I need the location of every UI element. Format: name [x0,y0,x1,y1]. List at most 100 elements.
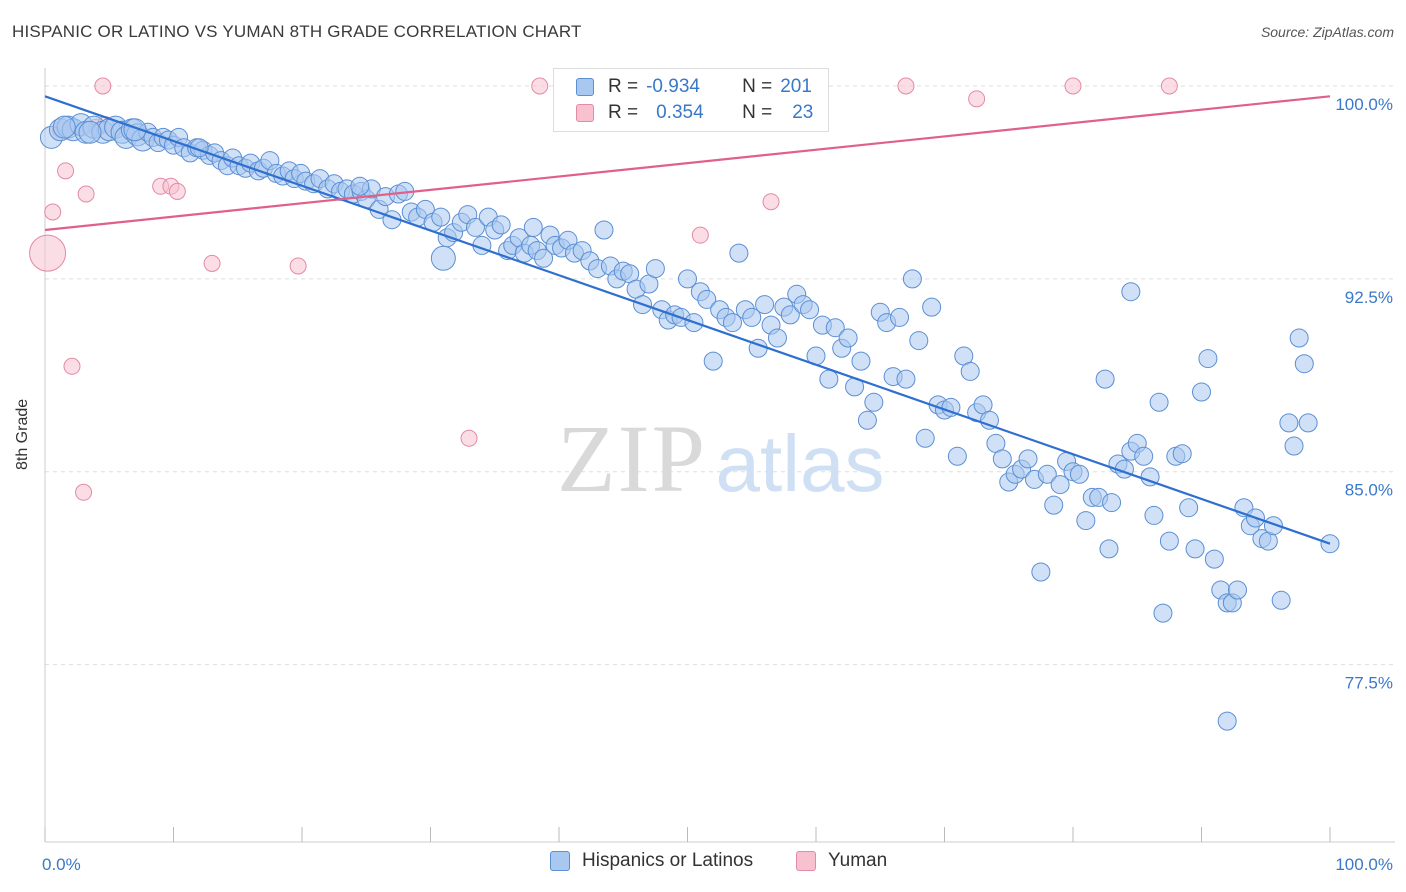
legend-label: Yuman [828,850,888,871]
hispanic-point [729,243,749,263]
hispanic-point [1192,382,1211,402]
hispanic-point [857,410,877,430]
hispanic-point [896,369,916,389]
hispanic-point [1018,449,1038,469]
chart-title: HISPANIC OR LATINO VS YUMAN 8TH GRADE CO… [12,22,582,41]
hispanic-point [755,295,775,315]
yuman-point [168,182,186,200]
hispanic-point [1289,328,1309,348]
hispanic-point [1279,413,1299,433]
legend-item-yuman[interactable]: Yuman [796,850,887,872]
legend-swatch-blue [550,851,570,871]
series-legend: Hispanics or Latinos Yuman [0,850,1406,880]
hispanic-points [39,113,1340,731]
legend-row-hispanic: R = -0.934 N = 201 [576,75,812,99]
hispanic-point [350,176,370,196]
hispanic-point [1159,531,1179,551]
hispanic-point [491,215,511,235]
hispanic-point [1294,354,1314,374]
n-label: N = [742,76,773,97]
hispanic-point [1076,511,1096,531]
r-label: R = [608,76,639,97]
hispanic-trend-line [44,95,1331,545]
hispanic-point [851,351,871,371]
legend-swatch-pink [576,104,594,122]
hispanic-point [1172,444,1192,464]
hispanic-point [915,428,935,448]
source-label: Source: ZipAtlas.com [1260,24,1394,40]
watermark-zip: ZIP [557,405,707,512]
yuman-point [29,234,67,272]
x-tick-label: 100.0% [1335,855,1393,874]
yuman-point [897,77,915,95]
hispanic-point [838,328,858,348]
hispanic-point [534,248,554,268]
hispanic-point [678,269,697,289]
yuman-point [1160,77,1178,95]
hispanic-point [1121,282,1141,302]
hispanic-point [430,245,456,271]
hispanic-point [1149,392,1169,412]
y-axis-label: 8th Grade [14,398,31,470]
hispanic-point [1044,495,1064,515]
n-value: 201 [780,76,812,97]
hispanic-point [1037,464,1057,484]
hispanic-point [1069,464,1089,484]
legend-item-hispanic[interactable]: Hispanics or Latinos [550,850,753,872]
yuman-point [203,254,221,272]
hispanic-point [947,446,967,466]
hispanic-point [1031,562,1051,582]
hispanic-point [979,410,999,430]
legend-swatch-pink [796,851,816,871]
hispanic-point [909,331,929,351]
yuman-point [94,77,112,95]
y-tick-label: 92.5% [1345,288,1393,307]
y-tick-label: 77.5% [1345,674,1393,693]
hispanic-point [1099,539,1119,559]
legend-row-yuman: R = 0.354 N = 23 [576,101,813,125]
yuman-trend-line [44,95,1331,232]
hispanic-point [1217,711,1237,731]
hispanic-point [1095,369,1115,389]
legend-swatch-blue [576,78,594,96]
hispanic-point [767,328,787,348]
trend-lines [44,95,1331,545]
x-tick-label: 0.0% [42,855,81,874]
hispanic-point [1298,413,1318,433]
r-value: -0.934 [646,76,700,97]
hispanic-point [825,318,845,338]
hispanic-point [902,269,922,289]
hispanic-point [1284,436,1304,456]
axes [44,68,1395,843]
yuman-point [762,193,780,211]
hispanic-point [1134,446,1154,466]
hispanic-point [1227,580,1247,600]
hispanic-point [742,307,762,327]
hispanic-point [864,392,884,412]
hispanic-point [800,300,820,320]
hispanic-point [523,217,543,237]
yuman-point [57,162,75,180]
yuman-point [44,203,62,221]
hispanic-point [1144,505,1164,525]
hispanic-point [1153,603,1173,623]
n-label: N = [742,102,773,123]
hispanic-point [960,361,980,381]
hispanic-point [890,307,910,327]
y-tick-labels: 77.5% 85.0% 92.5% 100.0% [1335,95,1393,693]
r-label: R = [608,102,639,123]
yuman-point [460,429,478,447]
correlation-legend: R = -0.934 N = 201 R = 0.354 N = 23 [553,68,829,132]
watermark-atlas: atlas [716,419,885,508]
hispanic-point [1185,539,1205,559]
hispanic-point [703,351,723,371]
yuman-point [968,90,986,108]
hispanic-point [465,217,485,237]
hispanic-point [722,313,742,333]
hispanic-point [52,115,76,139]
hispanic-point [819,369,839,389]
r-value: 0.354 [656,102,704,123]
watermark: ZIP atlas [557,405,884,512]
hispanic-point [594,220,614,240]
